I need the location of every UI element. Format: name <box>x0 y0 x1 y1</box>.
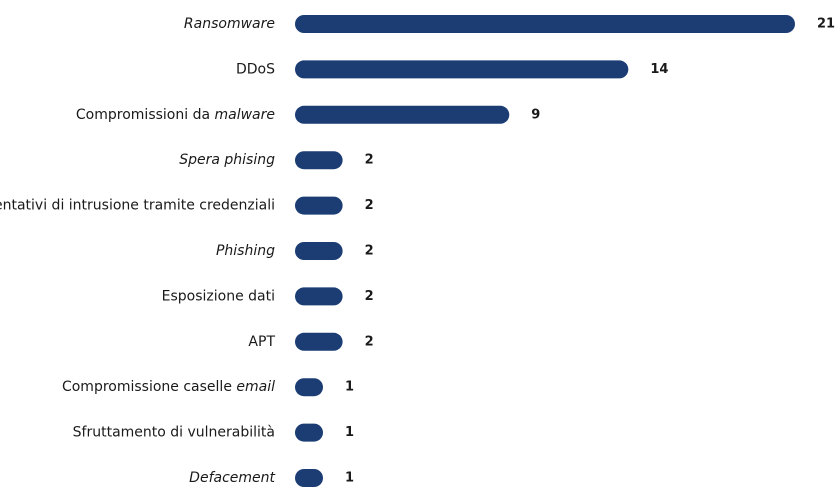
value-label: 9 <box>531 107 540 122</box>
label-part: Sfruttamento di vulnerabilità <box>73 425 275 441</box>
label-part: email <box>236 379 275 395</box>
label-part: Compromissione caselle <box>62 379 236 395</box>
label-part: Spera phising <box>179 152 275 168</box>
bar <box>295 423 323 442</box>
bar <box>295 242 343 260</box>
value-label: 1 <box>345 380 354 395</box>
value-label: 2 <box>365 289 374 304</box>
value-label: 1 <box>345 471 354 486</box>
value-label: 14 <box>650 62 668 77</box>
label-part: Ransomware <box>184 16 275 32</box>
bar <box>295 15 795 33</box>
category-label: Sfruttamento di vulnerabilità <box>73 425 275 441</box>
label-part: malware <box>214 107 275 123</box>
value-label: 2 <box>365 334 374 349</box>
category-label: Phishing <box>216 243 275 259</box>
bar <box>295 287 343 306</box>
category-label: Compromissioni da malware <box>76 107 275 123</box>
bar <box>295 196 343 215</box>
bar <box>295 332 343 351</box>
value-label: 1 <box>345 425 354 440</box>
label-part: APT <box>248 334 275 350</box>
category-label: Tentativi di intrusione tramite credenzi… <box>0 198 275 214</box>
label-part: DDoS <box>236 61 275 77</box>
value-label: 2 <box>365 244 374 259</box>
category-label: APT <box>248 334 275 350</box>
label-part: Phishing <box>216 243 275 259</box>
category-label: Compromissione caselle email <box>62 379 275 395</box>
label-part: Esposizione dati <box>162 288 275 304</box>
category-label: Spera phising <box>179 152 275 168</box>
category-label: Esposizione dati <box>162 288 275 304</box>
value-label: 21 <box>817 17 835 32</box>
bar <box>295 469 323 487</box>
bar <box>295 105 510 124</box>
label-part: Defacement <box>189 470 275 486</box>
bar <box>295 151 343 170</box>
value-label: 2 <box>365 153 374 168</box>
bar <box>295 378 323 397</box>
category-label: DDoS <box>236 61 275 77</box>
value-label: 2 <box>365 198 374 213</box>
bar <box>295 60 629 79</box>
label-part: Tentativi di intrusione tramite credenzi… <box>0 198 275 214</box>
category-label: Defacement <box>189 470 275 486</box>
label-part: Compromissioni da <box>76 107 215 123</box>
category-label: Ransomware <box>184 16 275 32</box>
